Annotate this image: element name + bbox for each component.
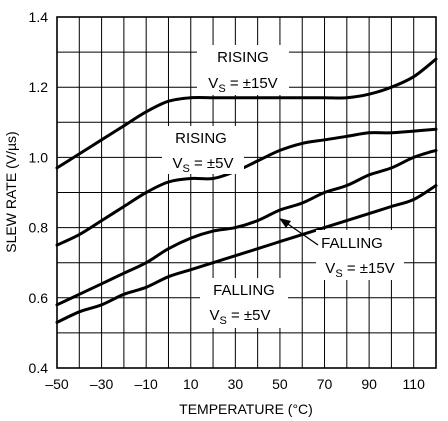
annotation-rising-15v-line1: RISING: [217, 49, 269, 66]
annotation-rising-5v-line1: RISING: [175, 130, 227, 147]
x-tick-label: 30: [228, 376, 244, 392]
y-tick-label: 1.0: [29, 149, 49, 165]
x-tick-label: 90: [361, 376, 377, 392]
x-tick-label: –50: [45, 376, 69, 392]
x-tick-labels: –50 –30 –10 10 30 50 70 90 110: [45, 376, 425, 392]
x-tick-label: –30: [90, 376, 114, 392]
series-falling-5v: [55, 184, 438, 324]
y-tick-label: 1.4: [29, 9, 49, 25]
annotation-falling-5v-line1: FALLING: [213, 282, 275, 299]
falling-15v-pointer-arrow: [279, 218, 319, 246]
x-tick-label: –10: [134, 376, 158, 392]
x-tick-label: 10: [183, 376, 199, 392]
annotations: RISING VS = ±15V RISING VS = ±5V FALLING…: [162, 45, 404, 328]
x-tick-label: 70: [317, 376, 333, 392]
x-tick-label: 50: [272, 376, 288, 392]
annotation-rising-5v: RISING VS = ±5V: [162, 126, 244, 175]
annotation-rising-15v: RISING VS = ±15V: [197, 45, 289, 95]
y-tick-label: 1.2: [29, 79, 49, 95]
series-lines: [55, 57, 438, 324]
series-falling-15v: [55, 148, 438, 307]
plot-frame: [56, 16, 437, 369]
annotation-rising-15v-line2: VS = ±15V: [208, 75, 277, 95]
series-rising-5v: [55, 127, 438, 247]
series-rising-15v: [55, 57, 438, 170]
x-tick-label: 110: [403, 376, 426, 392]
y-axis-title: SLEW RATE (V/µs): [3, 131, 19, 252]
y-tick-label: 0.4: [29, 360, 49, 376]
x-axis-title: TEMPERATURE (°C): [179, 401, 313, 417]
annotation-falling-5v-line2: VS = ±5V: [209, 307, 270, 327]
annotation-falling-5v: FALLING VS = ±5V: [200, 278, 288, 328]
y-tick-labels: 0.4 0.6 0.8 1.0 1.2 1.4: [29, 9, 49, 376]
y-tick-label: 0.6: [29, 290, 49, 306]
y-tick-label: 0.8: [29, 220, 49, 236]
annotation-rising-5v-line2: VS = ±5V: [172, 155, 233, 175]
annotation-falling-15v-line1: FALLING: [321, 235, 383, 252]
annotation-falling-15v-line2: VS = ±15V: [325, 260, 394, 280]
annotation-falling-15v: FALLING VS = ±15V: [316, 230, 404, 280]
